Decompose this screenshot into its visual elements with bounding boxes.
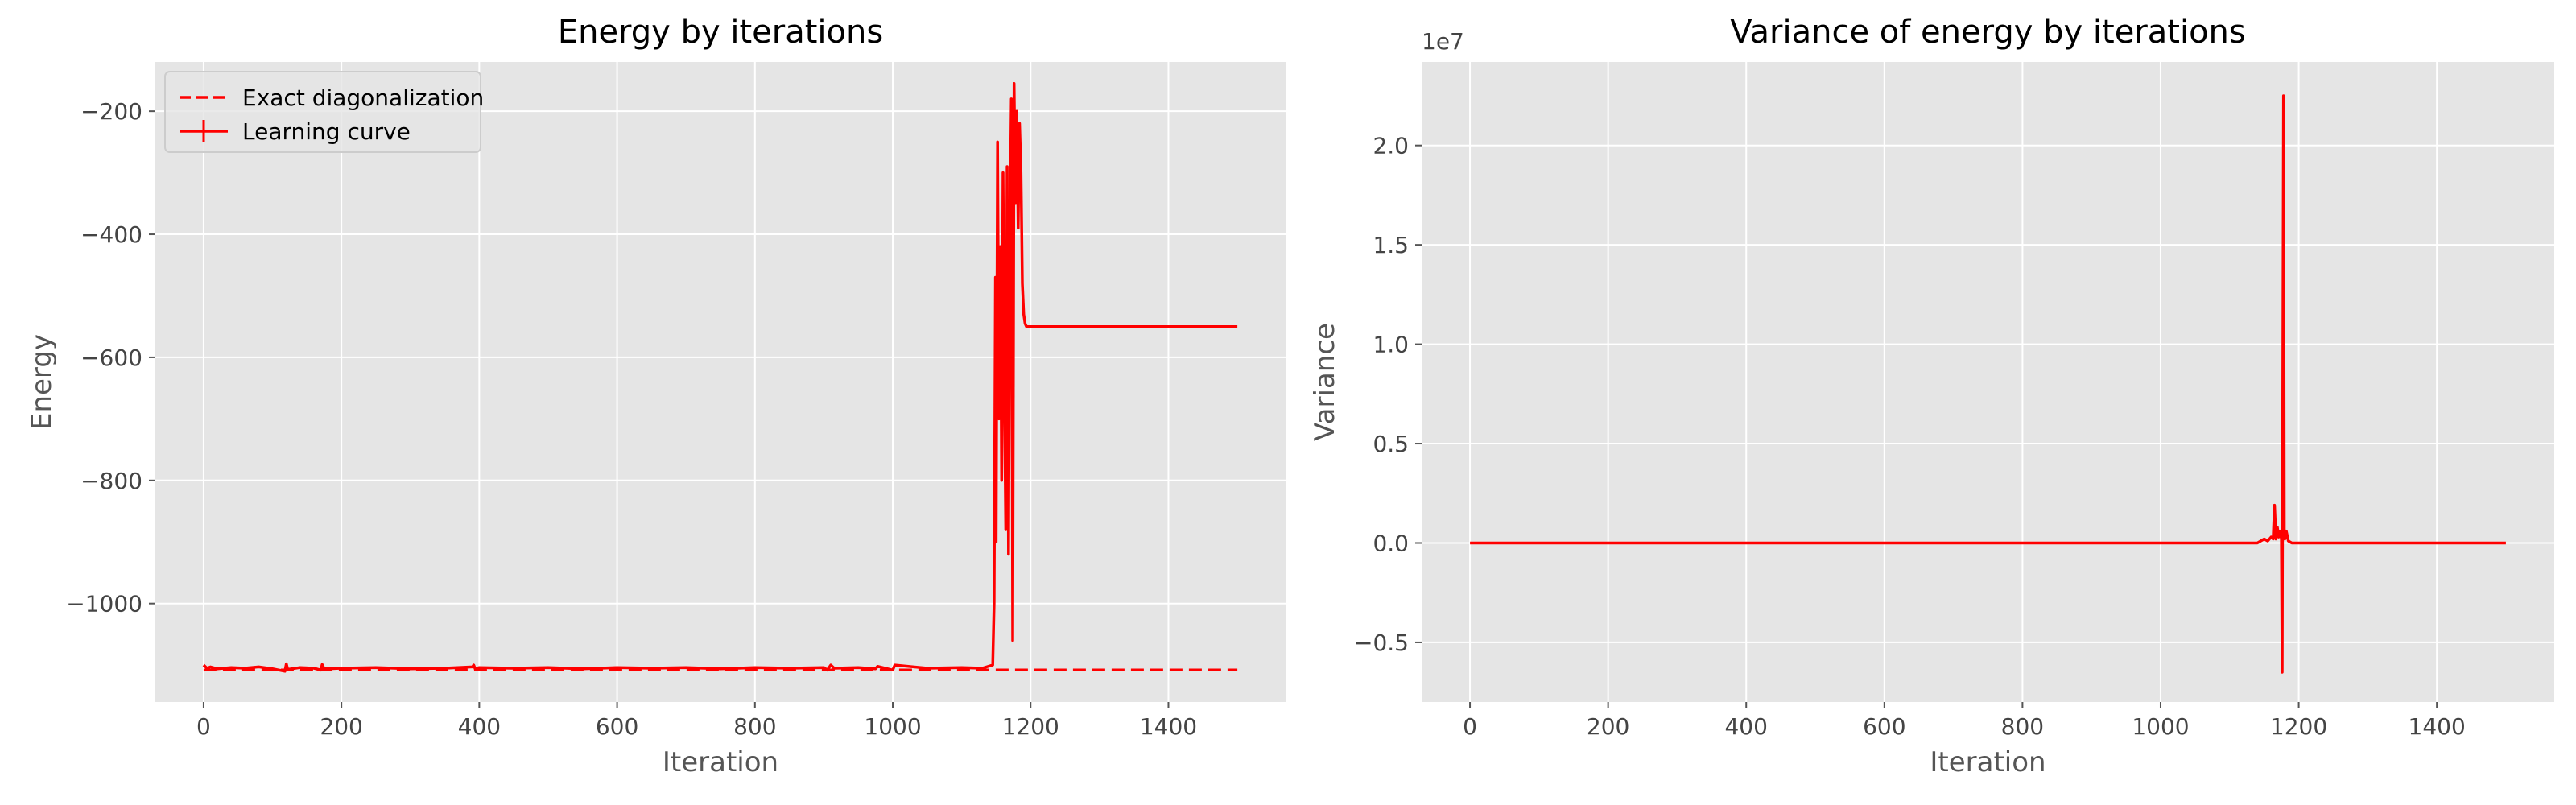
x-tick-label: 1000 [2132,713,2189,740]
y-tick-label: 2.0 [1373,133,1409,159]
y-tick-label: 0.5 [1373,431,1409,457]
y-axis-label: Energy [26,334,58,430]
y-tick-label: −200 [80,98,142,125]
y-tick-label: −0.5 [1354,630,1409,656]
x-tick-label: 200 [1587,713,1629,740]
plot-area [1422,62,2554,702]
y-tick-label: 0.0 [1373,530,1409,556]
x-axis-label: Iteration [1930,746,2046,778]
x-tick-label: 1000 [864,713,921,740]
x-tick-label: 800 [733,713,776,740]
x-tick-label: 1200 [1002,713,1059,740]
x-tick-label: 400 [1724,713,1767,740]
y-tick-label: 1.5 [1373,232,1409,258]
x-tick-label: 0 [196,713,211,740]
x-axis-label: Iteration [663,746,778,778]
x-tick-label: 400 [458,713,501,740]
chart-title: Variance of energy by iterations [1730,14,2245,51]
x-tick-label: 1400 [2409,713,2466,740]
x-tick-label: 800 [2001,713,2044,740]
chart-1: 0 200 400 600 800 1000 1200 1400 −1000 −800 −600 −4… [26,14,1286,778]
y-tick-label: −600 [80,345,142,371]
legend-label: Learning curve [242,118,411,145]
y-tick-label: 1.0 [1373,332,1409,358]
x-tick-label: 200 [320,713,362,740]
legend: Exact diagonalization Learning curve [164,71,484,153]
x-tick-label: 0 [1463,713,1477,740]
x-tick-label: 600 [596,713,638,740]
y-axis-label: Variance [1309,323,1341,441]
legend-box [164,71,481,153]
plot-area [155,62,1286,702]
chart-2: 0 200 400 600 800 1000 1200 1400 −0.5 0.0 0.5 1.0 1.… [1309,14,2554,778]
x-tick-label: 600 [1863,713,1905,740]
x-tick-label: 1200 [2270,713,2327,740]
y-tick-label: −1000 [66,591,142,617]
y-tick-label: −800 [80,468,142,494]
learning-curve-line [202,82,1238,673]
y-tick-label: −400 [80,221,142,248]
legend-label: Exact diagonalization [242,85,484,111]
chart-title: Energy by iterations [558,14,883,51]
x-tick-label: 1400 [1140,713,1197,740]
series-1-line [1470,94,2506,674]
y-offset-label: 1e7 [1422,28,1464,55]
